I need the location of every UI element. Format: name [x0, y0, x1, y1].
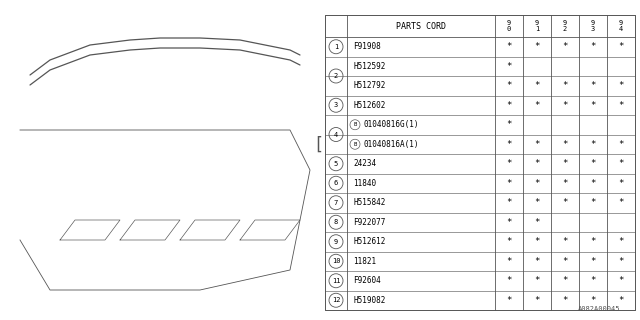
Text: *: * [563, 140, 568, 149]
Text: *: * [618, 140, 624, 149]
Text: 9: 9 [334, 239, 338, 245]
Text: *: * [534, 140, 540, 149]
Text: *: * [534, 179, 540, 188]
Text: *: * [590, 101, 596, 110]
Text: *: * [563, 276, 568, 285]
Text: *: * [534, 159, 540, 168]
Text: *: * [506, 257, 512, 266]
Text: 11: 11 [332, 278, 340, 284]
Text: *: * [506, 159, 512, 168]
Text: 12: 12 [332, 297, 340, 303]
Text: *: * [563, 42, 568, 51]
Text: *: * [534, 237, 540, 246]
Text: 2: 2 [334, 73, 338, 79]
Text: *: * [506, 120, 512, 129]
Text: *: * [618, 237, 624, 246]
Text: *: * [563, 101, 568, 110]
Text: *: * [506, 179, 512, 188]
Text: *: * [590, 159, 596, 168]
Text: *: * [506, 276, 512, 285]
Text: 9
2: 9 2 [563, 20, 567, 32]
Text: 11840: 11840 [353, 179, 376, 188]
Text: 11821: 11821 [353, 257, 376, 266]
Text: 5: 5 [334, 161, 338, 167]
Text: *: * [506, 101, 512, 110]
Text: *: * [590, 42, 596, 51]
Text: *: * [563, 296, 568, 305]
Text: H512612: H512612 [353, 237, 385, 246]
Text: *: * [563, 257, 568, 266]
Text: F92604: F92604 [353, 276, 381, 285]
Text: *: * [563, 198, 568, 207]
Text: H519082: H519082 [353, 296, 385, 305]
Text: 6: 6 [334, 180, 338, 186]
Text: *: * [506, 237, 512, 246]
Text: *: * [506, 140, 512, 149]
Text: F922077: F922077 [353, 218, 385, 227]
Text: A082A00045: A082A00045 [577, 306, 620, 312]
Text: H512592: H512592 [353, 62, 385, 71]
Text: *: * [618, 296, 624, 305]
Text: 3: 3 [334, 102, 338, 108]
Text: *: * [618, 198, 624, 207]
Text: B: B [353, 122, 356, 127]
Text: H512602: H512602 [353, 101, 385, 110]
Text: *: * [618, 257, 624, 266]
Text: PARTS CORD: PARTS CORD [396, 21, 446, 30]
Text: 1: 1 [334, 44, 338, 50]
Text: *: * [506, 81, 512, 90]
Text: H515842: H515842 [353, 198, 385, 207]
Text: *: * [590, 276, 596, 285]
Text: *: * [563, 237, 568, 246]
Text: 7: 7 [334, 200, 338, 206]
Text: 9
0: 9 0 [507, 20, 511, 32]
Text: *: * [563, 81, 568, 90]
Text: *: * [534, 257, 540, 266]
Text: *: * [618, 159, 624, 168]
Text: *: * [506, 198, 512, 207]
Text: 24234: 24234 [353, 159, 376, 168]
Text: *: * [618, 179, 624, 188]
Text: *: * [618, 81, 624, 90]
Text: *: * [534, 81, 540, 90]
Text: 9
1: 9 1 [535, 20, 539, 32]
Text: *: * [506, 296, 512, 305]
Text: 9
3: 9 3 [591, 20, 595, 32]
Text: 01040816G(1): 01040816G(1) [363, 120, 419, 129]
Text: *: * [506, 62, 512, 71]
Text: *: * [618, 42, 624, 51]
Text: *: * [506, 218, 512, 227]
Text: 9
4: 9 4 [619, 20, 623, 32]
Text: B: B [353, 142, 356, 147]
Text: *: * [563, 159, 568, 168]
Text: 8: 8 [334, 219, 338, 225]
Text: H512792: H512792 [353, 81, 385, 90]
Text: *: * [590, 296, 596, 305]
Text: *: * [618, 101, 624, 110]
Bar [325, 15, 635, 310]
Text: 01040816A(1): 01040816A(1) [363, 140, 419, 149]
Text: *: * [618, 276, 624, 285]
Text: *: * [590, 140, 596, 149]
Text: 4: 4 [334, 132, 338, 138]
Bar [325, 15, 635, 310]
Text: *: * [534, 218, 540, 227]
Text: *: * [506, 42, 512, 51]
Text: 10: 10 [332, 258, 340, 264]
Text: *: * [534, 101, 540, 110]
Text: *: * [590, 237, 596, 246]
Text: *: * [534, 296, 540, 305]
Text: *: * [590, 257, 596, 266]
Text: *: * [590, 198, 596, 207]
Text: *: * [590, 179, 596, 188]
Text: *: * [534, 276, 540, 285]
Text: *: * [534, 198, 540, 207]
Text: *: * [563, 179, 568, 188]
Text: [: [ [313, 136, 323, 154]
Text: F91908: F91908 [353, 42, 381, 51]
Text: *: * [534, 42, 540, 51]
Text: *: * [590, 81, 596, 90]
